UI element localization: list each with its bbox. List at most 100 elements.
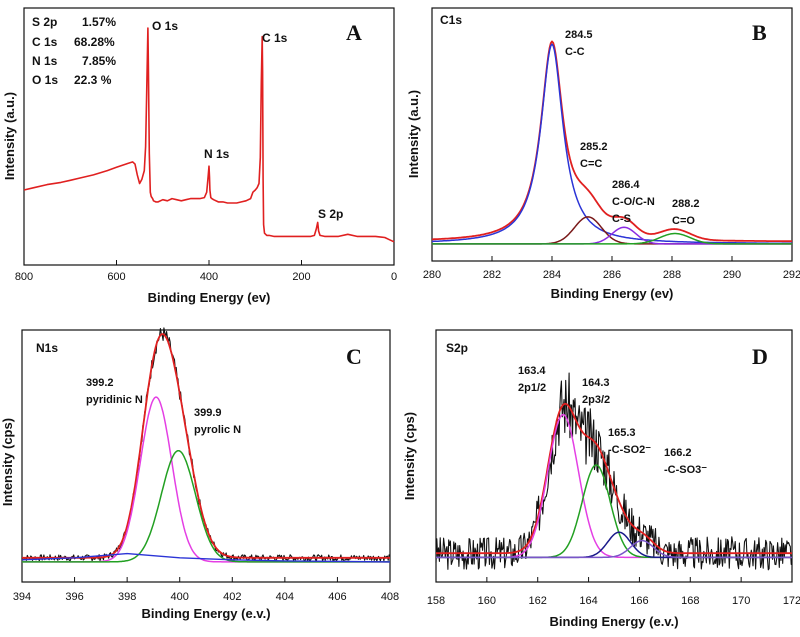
x-tick-label: 400	[200, 271, 218, 283]
peak-assignment: C-O/C-N	[612, 196, 655, 208]
x-tick-label: 292	[783, 269, 800, 281]
panel-a-plot	[23, 27, 395, 243]
panel-a-composition: S 2p 1.57% C 1s 68.28% N 1s 7.85% O 1s 2…	[32, 15, 116, 87]
panel-c-frame	[21, 329, 391, 583]
x-tick-label: 290	[723, 269, 741, 281]
x-tick-label: 284	[543, 269, 561, 281]
panel-d-title: S2p	[446, 341, 468, 355]
x-tick-label: 0	[391, 271, 397, 283]
panel-a: 800 600 400 200 0 A S 2p 1.57% C 1s 68.28% N…	[2, 7, 397, 305]
x-tick-label: 396	[65, 591, 83, 603]
peak-label-o1s: O 1s	[152, 19, 178, 33]
panel-a-letter: A	[346, 20, 362, 45]
x-tick-label: 166	[630, 595, 648, 607]
panel-b-plot	[432, 40, 792, 245]
panel-b: 280 282 284 286 288 290 292 C1s B 284.5 C-C 28…	[406, 7, 800, 301]
x-tick-label: 398	[118, 591, 136, 603]
x-tick-label: 160	[478, 595, 496, 607]
series-c-so3-line	[436, 539, 792, 559]
series-measured-line	[435, 372, 793, 571]
x-tick-label: 406	[328, 591, 346, 603]
panel-d-plot	[435, 372, 793, 571]
peak-energy: 164.3	[582, 377, 610, 389]
series-c-o-line	[432, 232, 792, 245]
peak-energy: 399.2	[86, 377, 114, 389]
peak-assignment: 2p3/2	[582, 394, 610, 406]
series-survey-line	[23, 27, 395, 243]
panel-c: 394 396 398 400 402 404 406 408 N1s C 399.2 pyr…	[0, 327, 399, 621]
panel-d-y-label: Intensity (cps)	[402, 412, 417, 500]
peak-assignment: C=C	[580, 158, 602, 170]
peak-assignment: -C-SO3⁻	[664, 464, 707, 476]
peak-energy: 285.2	[580, 141, 608, 153]
x-tick-label: 200	[292, 271, 310, 283]
peak-energy: 399.9	[194, 407, 222, 419]
panel-b-x-label: Binding Energy (ev)	[551, 286, 674, 301]
series-background-line	[21, 552, 391, 563]
peak-energy: 286.4	[612, 179, 640, 191]
peak-assignment: -C-SO2⁻	[608, 444, 651, 456]
panel-c-y-label: Intensity (cps)	[0, 418, 15, 506]
panel-d-frame	[435, 329, 793, 583]
composition-value: 22.3 %	[74, 73, 112, 87]
panel-d: 158 160 162 164 166 168 170 172 S2p D 163.4 2p1…	[402, 329, 800, 629]
x-tick-label: 158	[427, 595, 445, 607]
panel-b-x-ticks: 280 282 284 286 288 290 292	[423, 256, 800, 281]
peak-label-s2p: S 2p	[318, 207, 343, 221]
series-measured-line	[432, 40, 792, 243]
x-tick-label: 280	[423, 269, 441, 281]
x-tick-label: 286	[603, 269, 621, 281]
series-fit-line	[436, 402, 792, 555]
panel-c-x-label: Binding Energy (e.v.)	[141, 606, 270, 621]
peak-assignment: 2p1/2	[518, 382, 546, 394]
panel-d-x-ticks: 158 160 162 164 166 168 170 172	[427, 577, 800, 607]
peak-label-c1s: C 1s	[262, 31, 288, 45]
composition-element: O 1s	[32, 73, 58, 87]
peak-assignment: pyridinic N	[86, 394, 143, 406]
panel-b-y-label: Intensity (a.u.)	[406, 90, 421, 178]
x-tick-label: 162	[529, 595, 547, 607]
panel-c-x-ticks: 394 396 398 400 402 404 406 408	[13, 577, 399, 603]
x-tick-label: 394	[13, 591, 31, 603]
panel-a-x-ticks: 800 600 400 200 0	[15, 260, 397, 283]
x-tick-label: 800	[15, 271, 33, 283]
series-fit-line	[22, 333, 390, 559]
peak-energy: 165.3	[608, 427, 636, 439]
panel-c-letter: C	[346, 344, 362, 369]
peak-assignment: C=O	[672, 215, 695, 227]
panel-c-plot	[21, 327, 391, 563]
peak-assignment: C-C	[565, 46, 585, 58]
x-tick-label: 282	[483, 269, 501, 281]
peak-assignment-secondary: C-S	[612, 213, 631, 225]
x-tick-label: 404	[276, 591, 294, 603]
composition-element: C 1s	[32, 35, 58, 49]
x-tick-label: 168	[681, 595, 699, 607]
panel-b-letter: B	[752, 20, 767, 45]
panel-c-title: N1s	[36, 341, 58, 355]
series-pyrolic-n-line	[22, 449, 390, 563]
composition-value: 1.57%	[82, 15, 116, 29]
x-tick-label: 170	[732, 595, 750, 607]
x-tick-label: 400	[171, 591, 189, 603]
peak-assignment: pyrolic N	[194, 424, 241, 436]
panel-d-letter: D	[752, 344, 768, 369]
series-pyridinic-n-line	[22, 396, 390, 563]
x-tick-label: 600	[107, 271, 125, 283]
panel-d-x-label: Binding Energy (e.v.)	[549, 614, 678, 629]
panel-a-x-label: Binding Energy (ev)	[148, 290, 271, 305]
panel-a-y-label: Intensity (a.u.)	[2, 92, 17, 180]
composition-value: 68.28%	[74, 35, 115, 49]
x-tick-label: 164	[579, 595, 597, 607]
panel-b-title: C1s	[440, 13, 462, 27]
peak-energy: 288.2	[672, 198, 700, 210]
peak-label-n1s: N 1s	[204, 147, 230, 161]
x-tick-label: 288	[663, 269, 681, 281]
peak-energy: 166.2	[664, 447, 692, 459]
x-tick-label: 408	[381, 591, 399, 603]
composition-element: N 1s	[32, 54, 58, 68]
composition-element: S 2p	[32, 15, 57, 29]
peak-energy: 284.5	[565, 29, 593, 41]
x-tick-label: 172	[783, 595, 800, 607]
composition-value: 7.85%	[82, 54, 116, 68]
